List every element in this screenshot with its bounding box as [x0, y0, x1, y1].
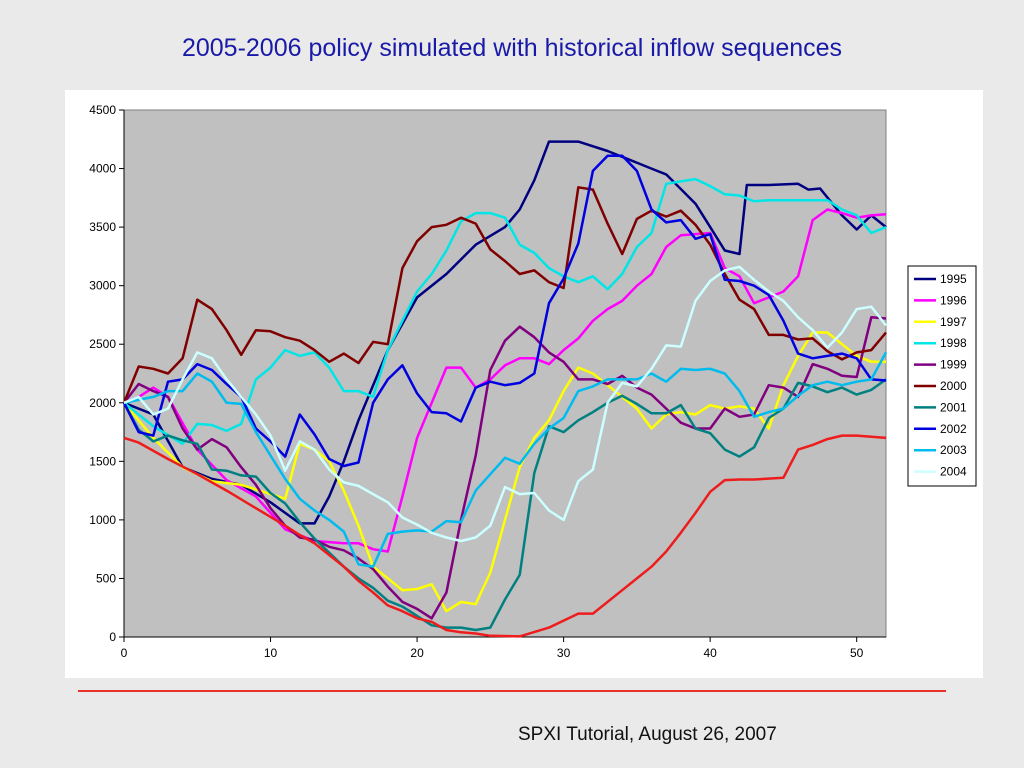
- legend-label-2001: 2001: [940, 400, 967, 414]
- legend-label-2004: 2004: [940, 465, 967, 479]
- series-line-2000: [122, 186, 887, 404]
- y-tick-label: 0: [109, 630, 116, 644]
- slide-footer: SPXI Tutorial, August 26, 2007: [518, 724, 777, 745]
- chart-panel: 0 500 1000 1500 2000 2500 3000 3500 4000 4500 0 10 2…: [65, 90, 983, 678]
- y-tick-label: 2000: [89, 396, 116, 410]
- x-tick-label: 20: [410, 646, 424, 660]
- x-tick-label: 40: [703, 646, 717, 660]
- series-line-1998: [123, 177, 887, 446]
- y-tick-label: 4500: [89, 103, 116, 117]
- legend-label-1997: 1997: [940, 315, 967, 329]
- x-tick-label: 0: [121, 646, 128, 660]
- legend-label-1998: 1998: [940, 336, 967, 350]
- series-line-2003: [123, 351, 888, 568]
- legend-label-2003: 2003: [940, 443, 967, 457]
- y-tick-label: 4000: [89, 162, 116, 176]
- series-line-1999: [123, 316, 887, 620]
- line-chart: 0 500 1000 1500 2000 2500 3000 3500 4000 4500 0 10 2…: [89, 103, 977, 660]
- divider-line: [78, 690, 946, 692]
- y-tick-label: 3000: [89, 279, 116, 293]
- y-tick-label: 2500: [89, 337, 116, 351]
- series-line-unlabeled-10: [123, 434, 887, 638]
- y-tick-label: 1000: [89, 513, 116, 527]
- series-line-2002: [122, 154, 887, 468]
- legend-label-1999: 1999: [940, 358, 967, 372]
- y-tick-label: 500: [96, 571, 116, 585]
- series-line-2001: [122, 378, 887, 632]
- legend-label-1995: 1995: [940, 272, 967, 286]
- slide-title: 2005-2006 policy simulated with historic…: [181, 34, 843, 62]
- x-tick-label: 30: [557, 646, 571, 660]
- plot-area: [123, 109, 887, 638]
- y-tick-label: 1500: [89, 454, 116, 468]
- x-tick-label: 50: [850, 646, 864, 660]
- legend-label-1996: 1996: [940, 293, 967, 307]
- legend-label-2000: 2000: [940, 379, 967, 393]
- y-tick-label: 3500: [89, 220, 116, 234]
- x-tick-label: 10: [264, 646, 278, 660]
- series-line-2004: [123, 265, 887, 543]
- legend-label-2002: 2002: [940, 422, 967, 436]
